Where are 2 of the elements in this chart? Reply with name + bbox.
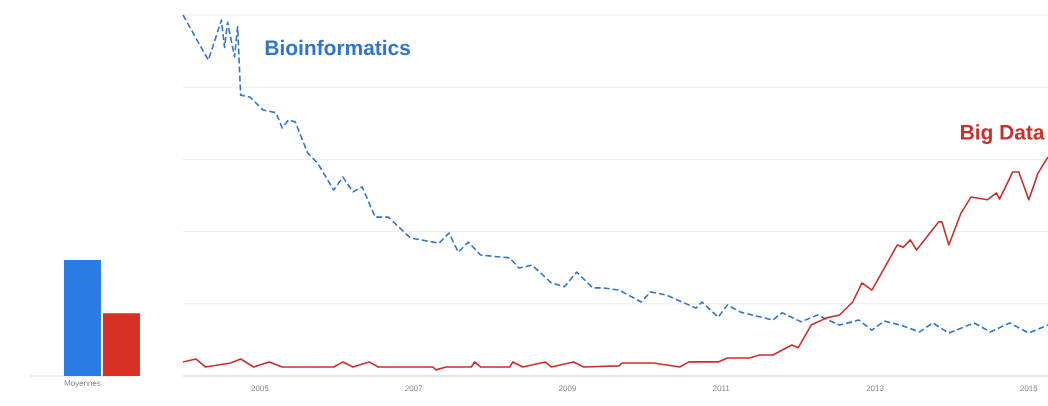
series-label: Bioinformatics <box>265 39 410 56</box>
series-label: Big Data <box>961 124 1045 144</box>
